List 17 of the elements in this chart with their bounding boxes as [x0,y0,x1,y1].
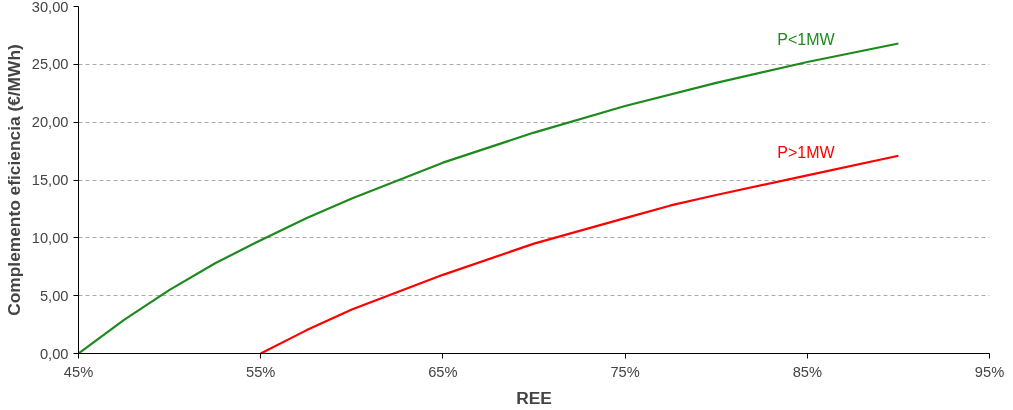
y-tick-label: 20,00 [31,114,69,131]
x-axis-title: REE [516,387,552,408]
x-tick-label: 55% [246,363,276,380]
y-tick-label: 15,00 [31,172,69,188]
y-axis-title: Complemento eficiencia (€/MWh) [3,44,24,316]
series-label: P<1MW [777,31,836,49]
series-label: P>1MW [777,144,836,162]
y-tick-label: 5,00 [39,287,69,304]
x-tick-label: 75% [610,363,640,380]
x-tick-label: 45% [63,363,94,380]
x-tick-label: 85% [792,363,822,380]
x-tick-label: 95% [974,363,1005,380]
y-tick-label: 25,00 [31,56,69,73]
y-tick-label: 0,00 [39,345,69,362]
y-tick-label: 30,00 [31,0,69,15]
y-tick-label: 10,00 [31,229,69,246]
x-tick-label: 65% [428,363,458,380]
